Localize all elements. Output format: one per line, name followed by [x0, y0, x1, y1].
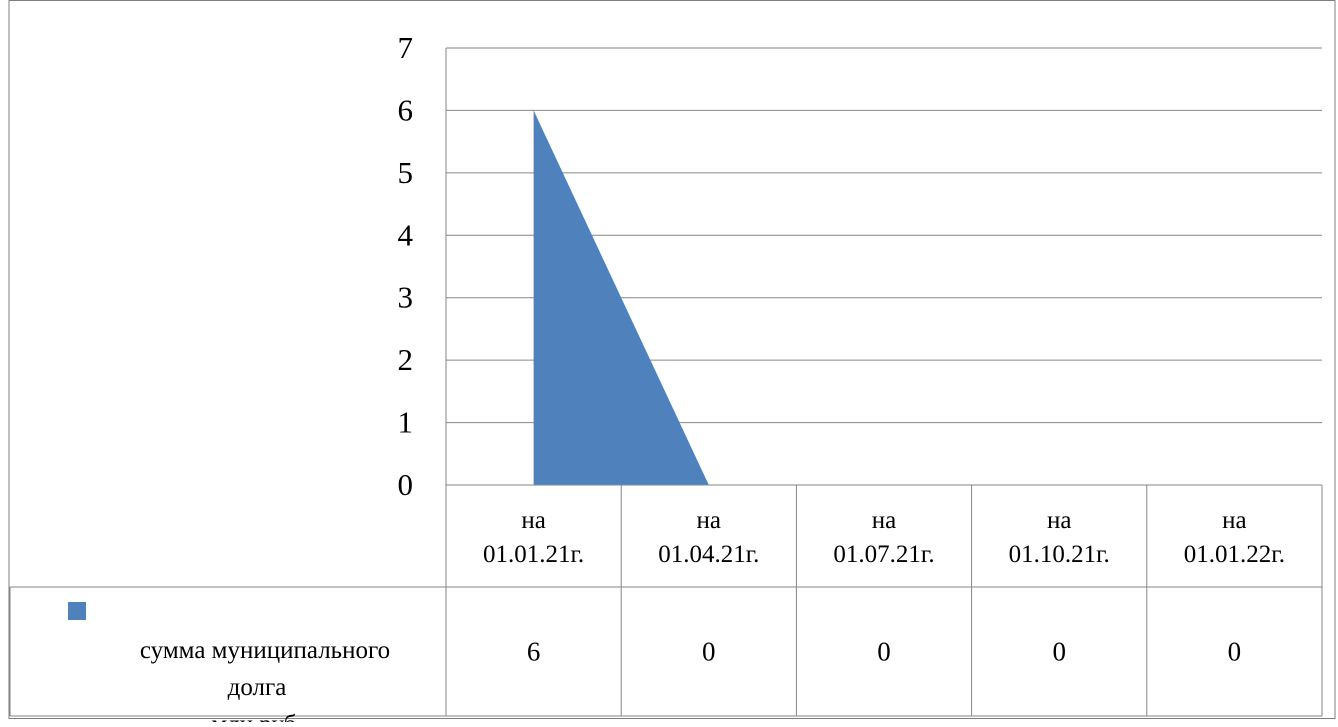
data-value-label: 6 [527, 637, 541, 667]
data-table: на 01.01.21г. на 01.04.21г. на 01.07.21г. на 01… [9, 484, 1323, 727]
series-area-layer [533, 110, 1235, 485]
x-category-label: на 01.07.21г. [833, 507, 934, 568]
y-axis-tick-labels: 0 1 2 3 4 5 6 7 [398, 30, 414, 502]
x-category-label: на 01.01.22г. [1184, 507, 1285, 568]
data-value-label: 0 [702, 637, 716, 667]
data-value-label: 0 [1052, 637, 1066, 667]
y-tick-label: 3 [398, 280, 414, 315]
y-tick-label: 6 [398, 92, 414, 127]
y-tick-label: 4 [398, 217, 414, 252]
x-category-label: на 01.10.21г. [1009, 507, 1110, 568]
y-tick-label: 2 [398, 342, 414, 377]
y-tick-label: 1 [398, 405, 414, 440]
x-category-label: на 01.01.21г. [483, 507, 584, 568]
data-value-label: 0 [1228, 637, 1242, 667]
chart-border [8, 0, 1336, 719]
series-area-0 [533, 110, 1235, 485]
legend-key-swatch [68, 602, 86, 620]
y-tick-label: 7 [398, 30, 414, 65]
y-tick-label: 5 [398, 155, 414, 190]
x-category-label: на 01.04.21г. [658, 507, 759, 568]
y-tick-label: 0 [398, 467, 414, 502]
data-value-label: 0 [877, 637, 891, 667]
